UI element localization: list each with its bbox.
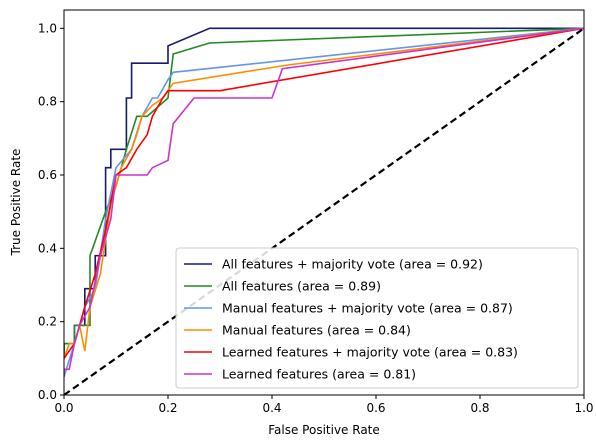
- x-tick-label: 0.4: [262, 401, 281, 415]
- y-tick-label: 0.2: [38, 315, 57, 329]
- legend-entry-3: Manual features (area = 0.84): [222, 323, 411, 338]
- legend: All features + majority vote (area = 0.9…: [175, 247, 579, 389]
- y-tick-label: 0.8: [38, 95, 57, 109]
- x-tick-label: 0.2: [158, 401, 177, 415]
- legend-box: [175, 247, 579, 389]
- y-axis: 0.0 0.2 0.4 0.6 0.8 1.0: [38, 21, 64, 402]
- legend-entry-0: All features + majority vote (area = 0.9…: [222, 257, 483, 272]
- x-axis-label: False Positive Rate: [268, 423, 380, 437]
- curves-layer: [64, 27, 584, 395]
- legend-entry-1: All features (area = 0.89): [222, 279, 381, 294]
- y-tick-label: 0.0: [38, 388, 57, 402]
- x-tick-label: 0.6: [366, 401, 385, 415]
- y-axis-label: True Positive Rate: [9, 149, 23, 257]
- x-tick-label: 1.0: [574, 401, 593, 415]
- chance-line: [64, 27, 584, 395]
- series-line-5: [64, 27, 584, 377]
- y-tick-label: 0.6: [38, 168, 57, 182]
- legend-entry-2: Manual features + majority vote (area = …: [222, 301, 513, 316]
- series-line-4: [64, 27, 584, 359]
- y-tick-label: 1.0: [38, 21, 57, 35]
- plot-frame: [63, 9, 585, 396]
- legend-entry-5: Learned features (area = 0.81): [222, 367, 416, 382]
- y-tick-label: 0.4: [38, 241, 57, 255]
- x-axis: 0.0 0.2 0.4 0.6 0.8 1.0: [54, 395, 594, 415]
- legend-entry-4: Learned features + majority vote (area =…: [222, 345, 518, 360]
- x-tick-label: 0.8: [470, 401, 489, 415]
- x-tick-label: 0.0: [54, 401, 73, 415]
